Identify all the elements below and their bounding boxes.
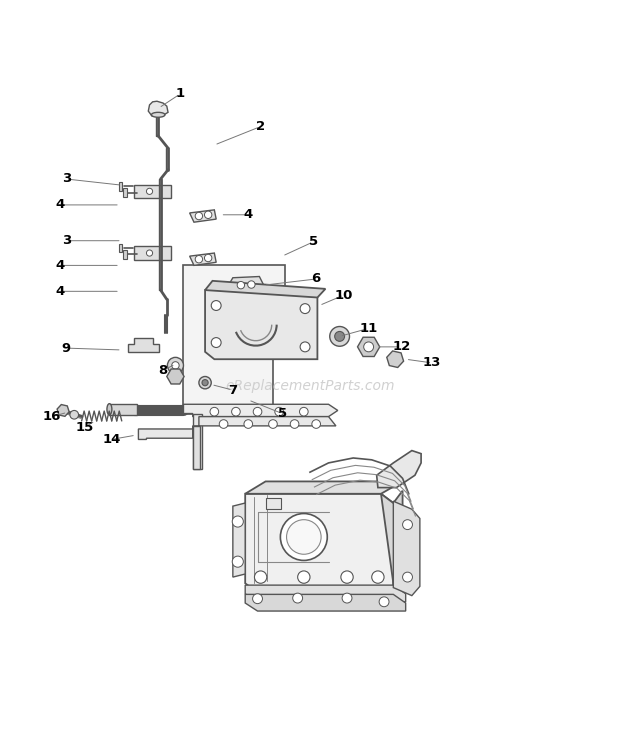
Circle shape: [199, 376, 211, 389]
Circle shape: [195, 255, 203, 263]
Circle shape: [70, 410, 79, 419]
Polygon shape: [134, 246, 171, 260]
Polygon shape: [229, 276, 264, 294]
Circle shape: [298, 571, 310, 584]
Text: 7: 7: [228, 383, 237, 397]
Polygon shape: [190, 253, 216, 265]
Text: 9: 9: [61, 342, 71, 355]
Circle shape: [268, 419, 277, 428]
Circle shape: [253, 407, 262, 416]
Circle shape: [372, 571, 384, 584]
Circle shape: [364, 342, 374, 352]
Bar: [265, 498, 281, 509]
Text: 15: 15: [76, 421, 94, 434]
Circle shape: [247, 281, 255, 288]
Circle shape: [341, 571, 353, 584]
Circle shape: [210, 407, 219, 416]
Text: 8: 8: [159, 364, 168, 376]
Circle shape: [232, 556, 243, 567]
Text: 4: 4: [55, 198, 64, 212]
Polygon shape: [190, 210, 216, 222]
Polygon shape: [123, 188, 126, 197]
Polygon shape: [245, 585, 405, 602]
Circle shape: [244, 419, 252, 428]
Circle shape: [195, 212, 203, 220]
Circle shape: [293, 593, 303, 603]
Circle shape: [330, 327, 350, 346]
Circle shape: [237, 282, 244, 289]
Circle shape: [146, 250, 153, 256]
Polygon shape: [123, 250, 126, 258]
Text: 4: 4: [55, 259, 64, 272]
Text: 10: 10: [335, 288, 353, 301]
Text: 1: 1: [176, 87, 185, 100]
Polygon shape: [118, 244, 122, 252]
Text: 6: 6: [311, 273, 321, 285]
Circle shape: [211, 337, 221, 347]
Polygon shape: [134, 184, 171, 198]
Circle shape: [379, 597, 389, 607]
Circle shape: [402, 520, 412, 529]
Circle shape: [146, 188, 153, 194]
Polygon shape: [205, 281, 326, 297]
Polygon shape: [109, 404, 137, 415]
Circle shape: [205, 255, 212, 262]
Polygon shape: [148, 101, 168, 116]
Polygon shape: [233, 503, 245, 577]
Polygon shape: [193, 426, 200, 469]
Text: 13: 13: [423, 356, 441, 370]
Text: 3: 3: [61, 234, 71, 247]
Polygon shape: [138, 416, 336, 440]
Circle shape: [280, 514, 327, 560]
Ellipse shape: [151, 112, 165, 117]
Circle shape: [202, 380, 208, 386]
Text: 3: 3: [61, 172, 71, 185]
Polygon shape: [193, 413, 202, 469]
Circle shape: [232, 516, 243, 527]
Circle shape: [300, 303, 310, 313]
Circle shape: [335, 331, 345, 341]
Polygon shape: [381, 491, 402, 593]
Circle shape: [205, 211, 212, 218]
Text: 16: 16: [43, 410, 61, 423]
Text: 14: 14: [102, 433, 120, 446]
Circle shape: [252, 594, 262, 604]
Circle shape: [211, 300, 221, 310]
Polygon shape: [118, 182, 122, 191]
Polygon shape: [184, 265, 285, 413]
Circle shape: [172, 361, 179, 369]
Circle shape: [312, 419, 321, 428]
Text: 4: 4: [55, 285, 64, 298]
Polygon shape: [184, 404, 338, 416]
Ellipse shape: [107, 404, 112, 415]
Polygon shape: [245, 494, 393, 593]
Text: 4: 4: [244, 209, 253, 221]
Circle shape: [167, 358, 184, 373]
Circle shape: [402, 572, 412, 582]
Polygon shape: [393, 501, 420, 596]
Circle shape: [219, 419, 228, 428]
Text: 5: 5: [309, 236, 317, 248]
Circle shape: [300, 342, 310, 352]
Circle shape: [232, 407, 241, 416]
Polygon shape: [377, 450, 421, 488]
Polygon shape: [205, 290, 317, 359]
Circle shape: [275, 407, 283, 416]
Text: 11: 11: [360, 322, 378, 335]
Text: 5: 5: [278, 407, 287, 420]
Polygon shape: [245, 481, 402, 494]
Circle shape: [299, 407, 308, 416]
Text: 2: 2: [256, 120, 265, 133]
Text: eReplacementParts.com: eReplacementParts.com: [225, 379, 395, 393]
Circle shape: [290, 419, 299, 428]
Circle shape: [286, 520, 321, 554]
Polygon shape: [245, 594, 405, 611]
Polygon shape: [128, 337, 159, 352]
Circle shape: [254, 571, 267, 584]
Circle shape: [342, 593, 352, 603]
Text: 12: 12: [392, 340, 410, 353]
